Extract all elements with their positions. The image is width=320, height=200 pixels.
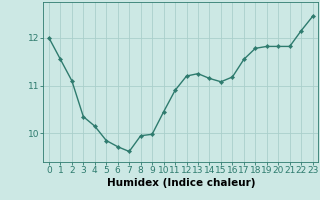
X-axis label: Humidex (Indice chaleur): Humidex (Indice chaleur) <box>107 178 255 188</box>
